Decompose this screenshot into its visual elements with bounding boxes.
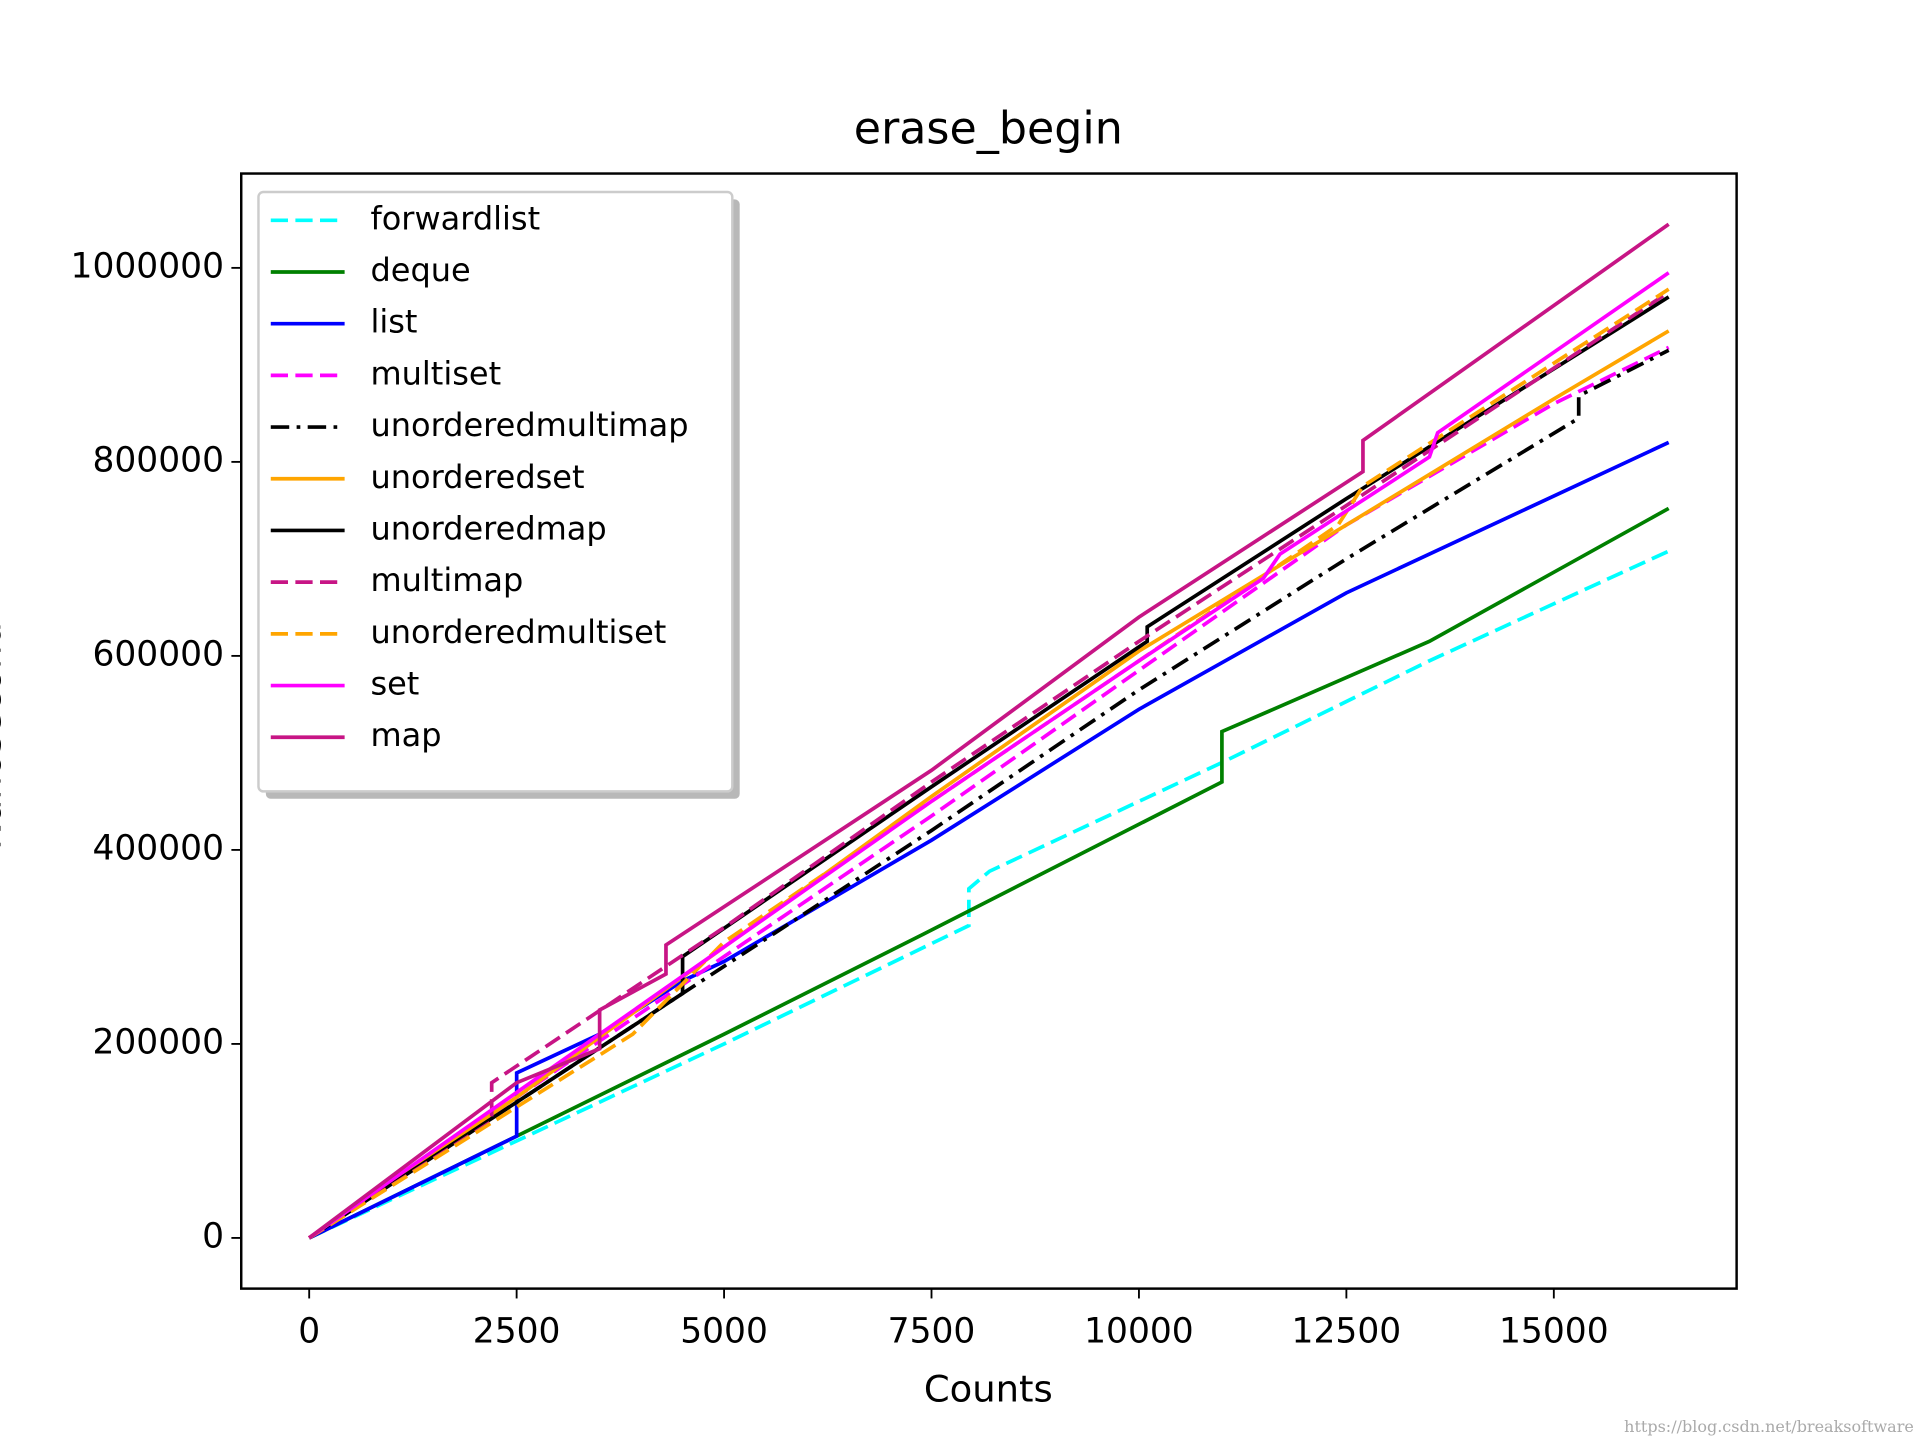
x-tick-label: 10000 — [1084, 1311, 1194, 1351]
legend-label: list — [370, 303, 417, 341]
legend-label: forwardlist — [370, 199, 540, 237]
x-tick-label: 5000 — [680, 1311, 768, 1351]
series-line — [308, 329, 1670, 1240]
y-tick-label: 0 — [202, 1216, 224, 1256]
x-tick-label: 15000 — [1499, 1311, 1609, 1351]
y-tick-label: 600000 — [92, 634, 224, 674]
x-tick-label: 7500 — [888, 1311, 976, 1351]
y-tick-label: 400000 — [92, 828, 224, 868]
legend-label: set — [370, 665, 419, 703]
legend-label: unorderedmultiset — [370, 613, 666, 651]
series-line — [308, 271, 1670, 1240]
watermark: https://blog.csdn.net/breaksoftware — [1624, 1417, 1914, 1436]
y-tick-label: 1000000 — [71, 246, 224, 286]
legend-box — [257, 190, 734, 793]
legend-label: deque — [370, 251, 470, 289]
plot-frame — [240, 172, 1738, 1290]
series-line — [308, 222, 1670, 1240]
y-axis-label: Nanosecond — [0, 622, 10, 850]
legend-label: map — [370, 716, 441, 754]
legend-label: unorderedmultimap — [370, 406, 688, 444]
y-tick-label: 800000 — [92, 440, 224, 480]
x-tick-label: 12500 — [1292, 1311, 1402, 1351]
legend-label: multiset — [370, 354, 501, 392]
series-line — [308, 348, 1670, 1240]
y-tick-label: 200000 — [92, 1022, 224, 1062]
x-tick-label: 2500 — [473, 1311, 561, 1351]
series-line — [308, 295, 1670, 1240]
series-line — [308, 290, 1670, 1240]
legend-label: multimap — [370, 561, 523, 599]
series-line — [308, 345, 1670, 1240]
series-line — [308, 506, 1670, 1240]
legend-label: unorderedmap — [370, 509, 606, 547]
series-line — [308, 287, 1670, 1240]
chart-title: erase_begin — [854, 104, 1123, 155]
series-line — [308, 549, 1670, 1240]
legend-label: unorderedset — [370, 458, 584, 496]
x-axis-label: Counts — [924, 1367, 1053, 1410]
x-tick-label: 0 — [298, 1311, 320, 1351]
